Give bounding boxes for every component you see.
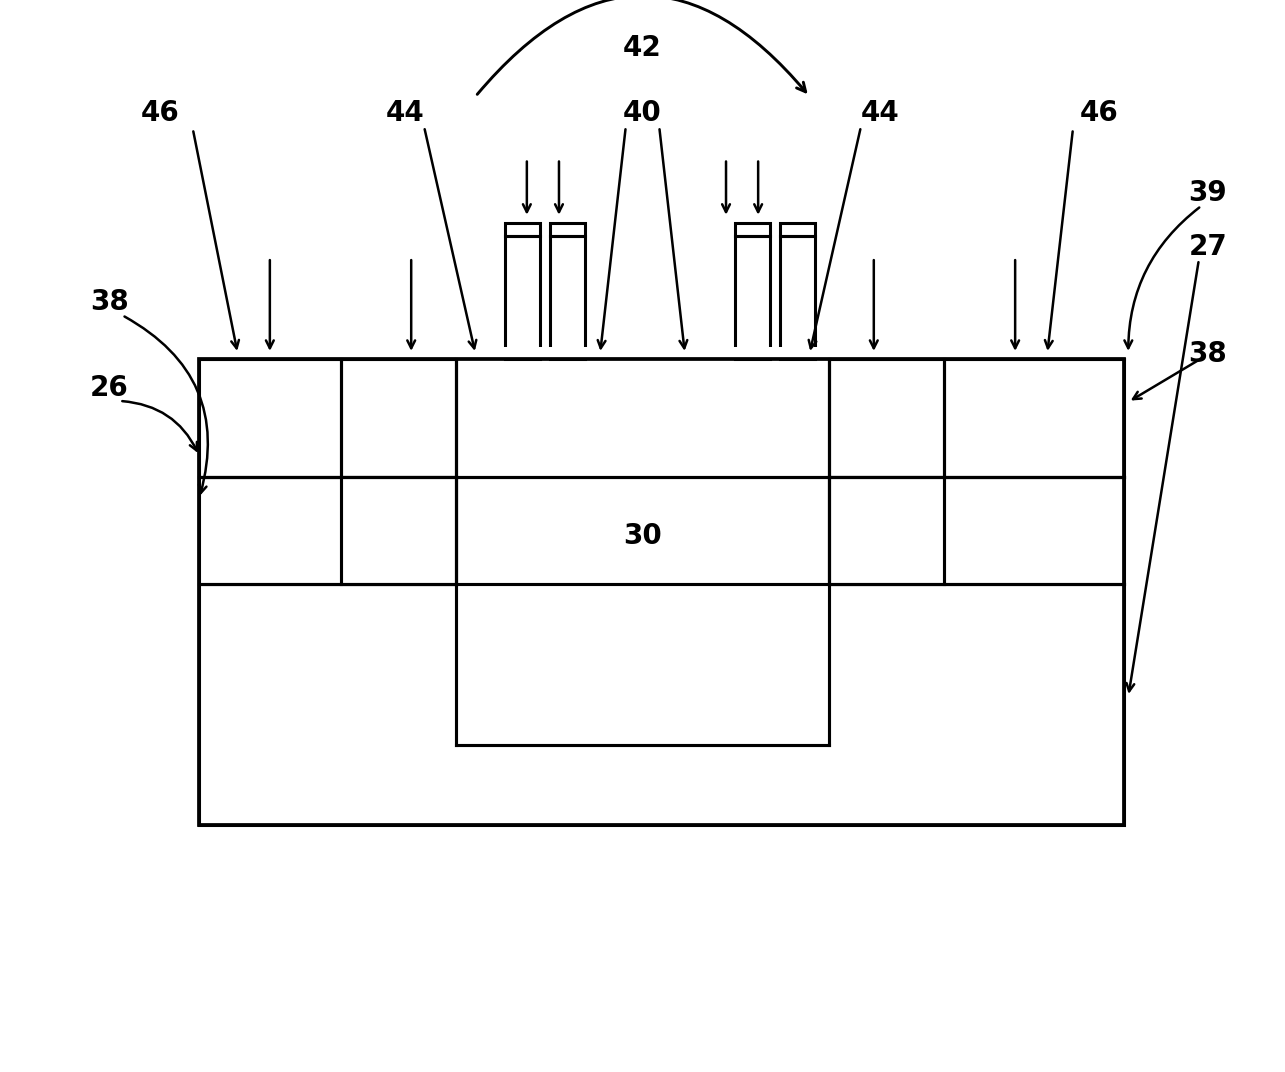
Bar <box>780 223 815 236</box>
Bar <box>550 223 585 236</box>
Text: 44: 44 <box>386 99 424 126</box>
FancyArrowPatch shape <box>122 401 197 450</box>
Bar <box>456 477 829 745</box>
Bar <box>456 477 829 745</box>
Bar <box>199 477 456 584</box>
Bar <box>829 477 1124 584</box>
Bar <box>341 359 456 477</box>
Text: 39: 39 <box>1189 179 1227 207</box>
Text: 44: 44 <box>861 99 899 126</box>
Bar <box>735 236 770 359</box>
FancyArrowPatch shape <box>125 316 208 493</box>
Bar <box>199 359 341 477</box>
Bar <box>199 584 1124 825</box>
Bar <box>505 236 540 359</box>
Bar <box>944 359 1124 477</box>
Bar <box>780 236 815 359</box>
Bar <box>829 477 1124 584</box>
Text: 40: 40 <box>623 99 662 126</box>
Bar <box>829 477 944 584</box>
Bar <box>735 223 770 236</box>
Bar <box>735 236 770 359</box>
Text: 42: 42 <box>623 34 662 62</box>
Bar <box>829 359 944 477</box>
Text: 27: 27 <box>1189 233 1227 260</box>
Text: 38: 38 <box>90 288 128 316</box>
Text: 38: 38 <box>1189 340 1227 368</box>
Bar <box>550 236 585 359</box>
Bar <box>829 359 944 477</box>
Bar <box>505 223 540 236</box>
Bar <box>199 477 456 584</box>
Text: 26: 26 <box>90 374 128 402</box>
Text: 46: 46 <box>141 99 180 126</box>
Bar <box>199 359 341 477</box>
Bar <box>456 347 829 360</box>
Bar <box>341 477 456 584</box>
Text: 30: 30 <box>623 522 662 550</box>
Bar <box>944 359 1124 477</box>
Text: 46: 46 <box>1079 99 1118 126</box>
Bar <box>341 359 456 477</box>
Bar <box>199 584 1124 825</box>
FancyArrowPatch shape <box>1124 208 1199 348</box>
Bar <box>829 477 944 584</box>
Bar <box>780 236 815 359</box>
Bar <box>199 359 1124 825</box>
FancyArrowPatch shape <box>477 0 806 94</box>
Bar <box>456 584 829 745</box>
Bar <box>505 236 540 359</box>
Bar <box>341 477 456 584</box>
Bar <box>550 236 585 359</box>
